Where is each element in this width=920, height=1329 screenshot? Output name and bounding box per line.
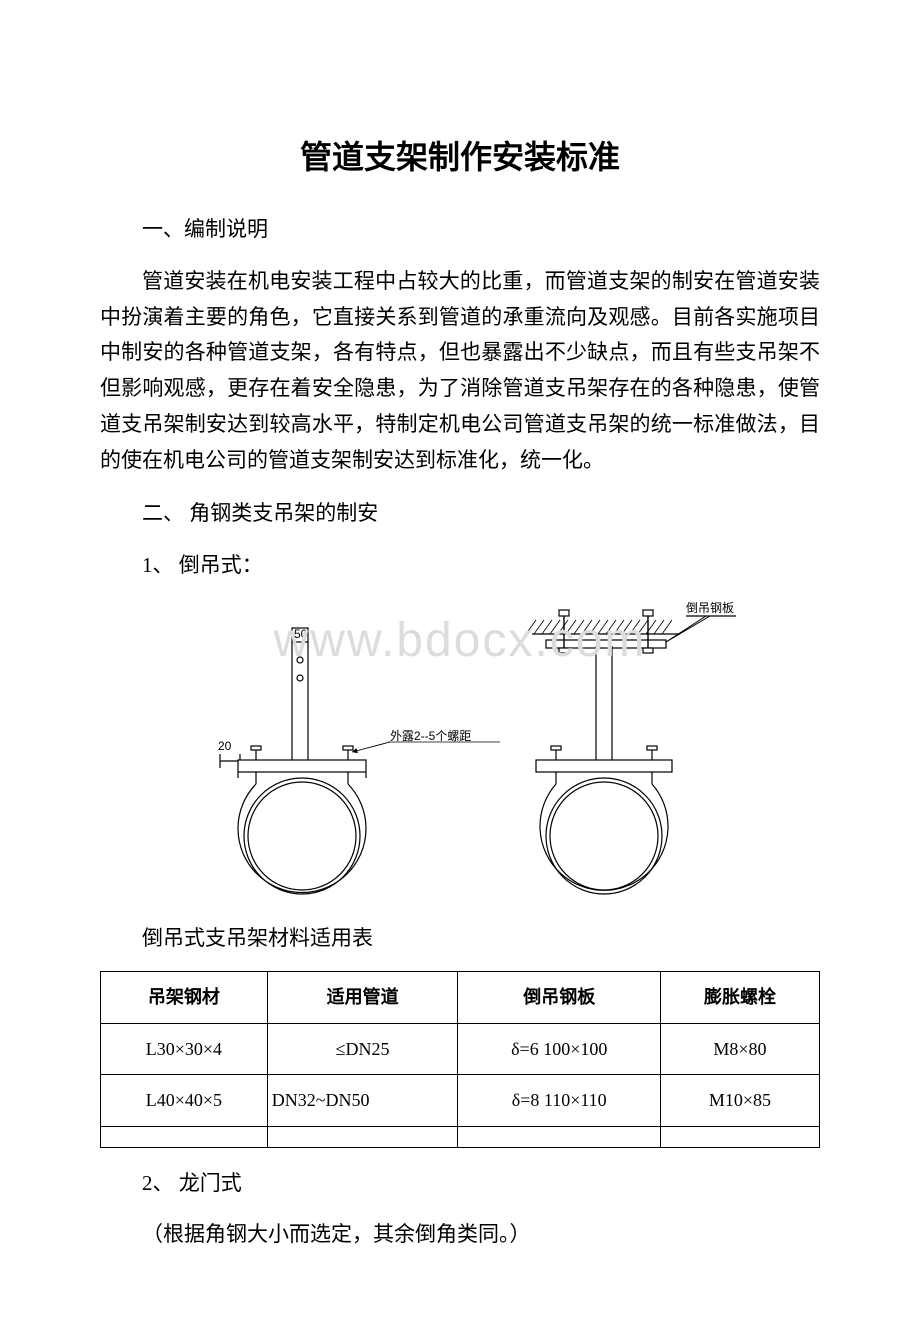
col-pipe: 适用管道 [267,971,458,1023]
cell: L40×40×5 [101,1075,268,1127]
cell: δ=6 100×100 [458,1023,660,1075]
page-title: 管道支架制作安装标准 [100,130,820,184]
col-plate: 倒吊钢板 [458,971,660,1023]
table-header-row: 吊架钢材 适用管道 倒吊钢板 膨胀螺栓 [101,971,820,1023]
section-2-2-heading: 2、 龙门式 [100,1166,820,1202]
section-2-heading: 二、 角钢类支吊架的制安 [100,496,820,532]
col-bolt: 膨胀螺栓 [660,971,819,1023]
cell [458,1126,660,1147]
section-2-2-note: （根据角钢大小而选定，其余倒角类同。） [100,1217,820,1253]
cell [267,1126,458,1147]
section-1-heading: 一、编制说明 [100,212,820,248]
cell: δ=8 110×110 [458,1075,660,1127]
cell: M8×80 [660,1023,819,1075]
table-caption: 倒吊式支吊架材料适用表 [100,921,820,957]
cell [660,1126,819,1147]
hanger-diagram: 50 20 倒吊钢板外露2--5个螺距 [100,600,820,912]
cell [101,1126,268,1147]
material-table: 吊架钢材 适用管道 倒吊钢板 膨胀螺栓 L30×30×4 ≤DN25 δ=6 1… [100,971,820,1148]
svg-text:倒吊钢板: 倒吊钢板 [686,601,734,615]
section-2-1-heading: 1、 倒吊式： [100,548,820,584]
col-steel: 吊架钢材 [101,971,268,1023]
cell: ≤DN25 [267,1023,458,1075]
cell: DN32~DN50 [267,1075,458,1127]
svg-text:50: 50 [294,627,308,641]
cell: L30×30×4 [101,1023,268,1075]
svg-text:外露2--5个螺距: 外露2--5个螺距 [390,729,471,743]
svg-text:20: 20 [218,739,232,753]
table-row [101,1126,820,1147]
intro-paragraph: 管道安装在机电安装工程中占较大的比重，而管道支架的制安在管道安装中扮演着主要的角… [100,264,820,478]
table-row: L30×30×4 ≤DN25 δ=6 100×100 M8×80 [101,1023,820,1075]
table-row: L40×40×5 DN32~DN50 δ=8 110×110 M10×85 [101,1075,820,1127]
cell: M10×85 [660,1075,819,1127]
